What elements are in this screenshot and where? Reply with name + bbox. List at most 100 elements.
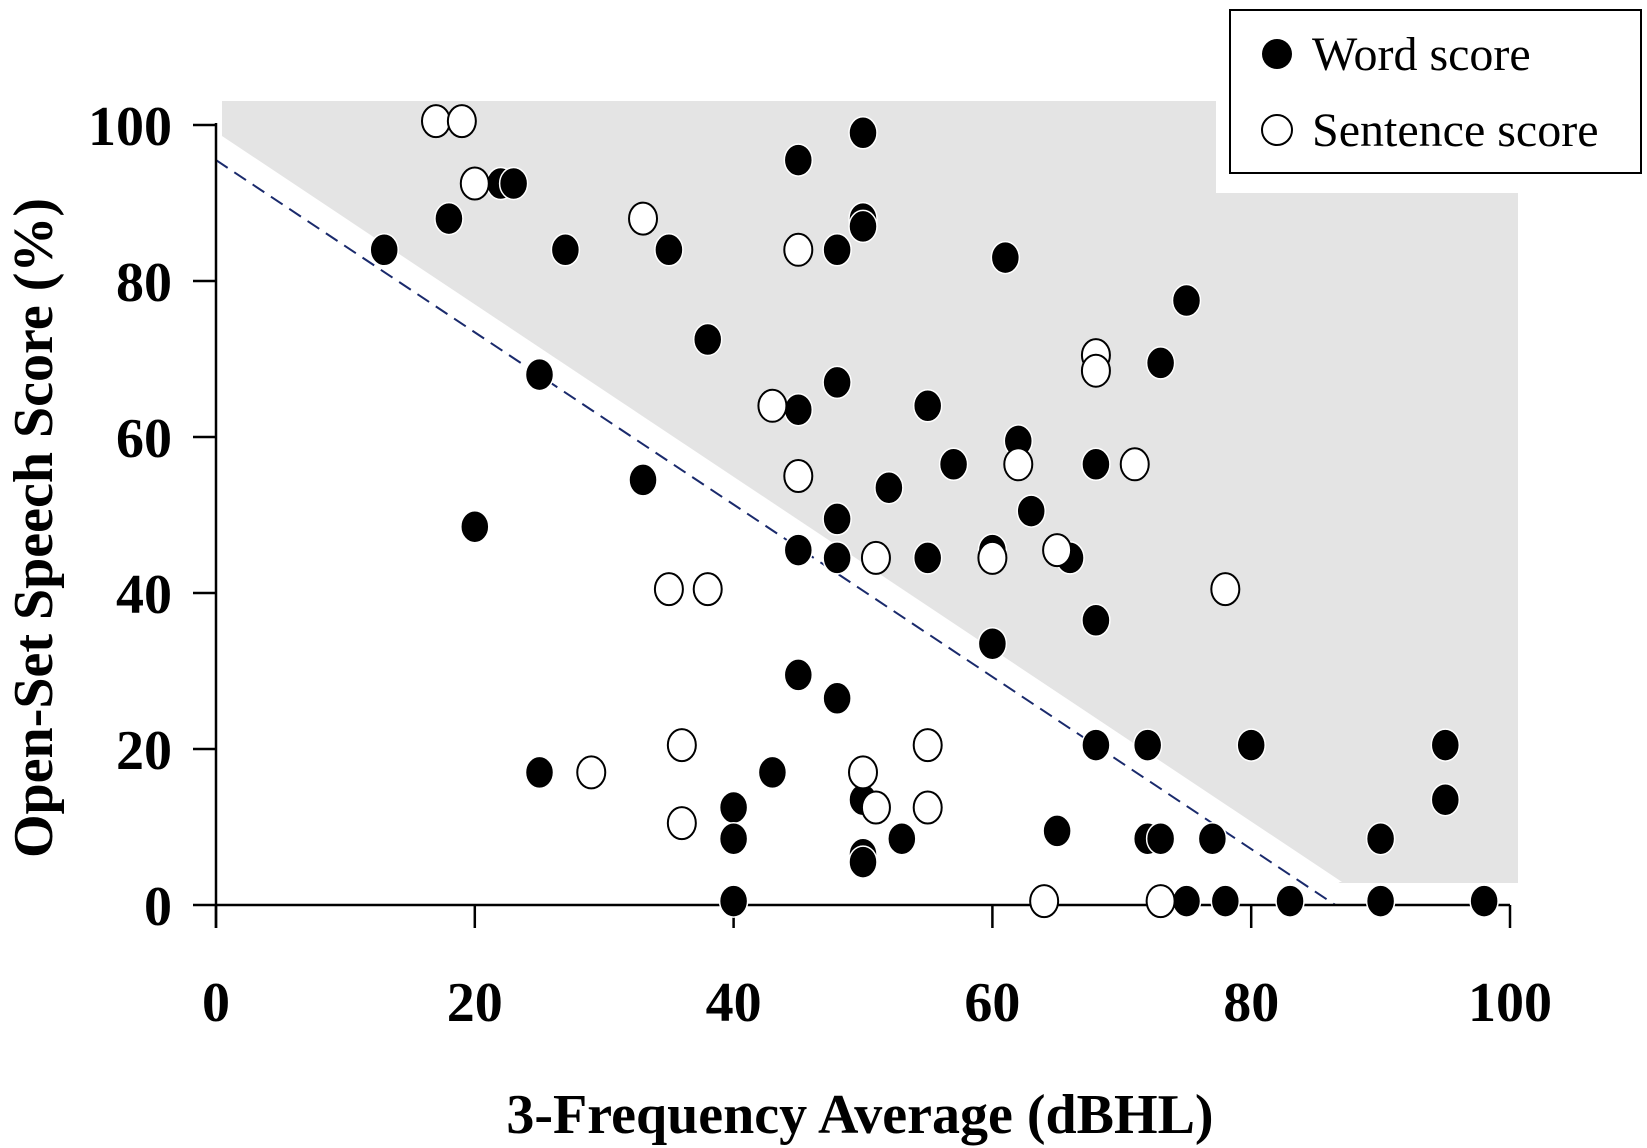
word-score-point [1275,884,1305,918]
word-score-point [977,626,1008,661]
word-score-point [1081,728,1111,762]
x-axis-title: 3-Frequency Average (dBHL) [506,1084,1213,1146]
word-score-point [498,166,529,201]
sentence-score-point [653,572,684,607]
word-score-point [990,240,1021,275]
sentence-score-point [757,388,788,423]
word-score-point [912,541,943,575]
word-score-point [1210,884,1241,918]
sentence-score-point [783,459,814,493]
word-score-point [524,755,555,790]
sentence-score-point [848,755,878,790]
shaded-area-edge [216,132,1342,882]
sentence-score-point [1119,447,1150,482]
word-score-point [912,389,943,423]
word-score-point [1145,346,1176,380]
y-tick-label: 40 [116,564,172,626]
sentence-score-point [1042,533,1073,568]
word-score-point [718,821,749,856]
word-score-point [822,233,852,267]
word-score-point [1132,728,1163,762]
word-score-point [434,201,464,236]
word-score-point [1430,782,1461,817]
word-score-point [718,790,749,825]
legend-sentence-label: Sentence score [1312,104,1599,157]
x-tick-label: 0 [202,972,230,1034]
sentence-score-point [977,540,1008,575]
reference-line-path [215,159,1336,906]
sentence-score-point [692,572,723,607]
reference-line [215,159,1336,906]
legend-box [1229,9,1642,174]
word-score-point [1081,603,1111,638]
word-score-point [887,821,917,856]
word-score-point [783,392,814,427]
word-score-point [822,541,852,575]
sentence-score-point [912,790,943,825]
word-score-point [1365,884,1396,918]
word-score-point [460,509,490,544]
word-score-point [822,681,852,716]
word-score-point [1145,821,1176,856]
sentence-score-point [459,166,490,201]
word-score-point [1430,728,1461,762]
word-score-point [1171,283,1202,318]
y-tick-label: 0 [144,876,172,938]
word-score-point [783,143,814,177]
y-tick-label: 100 [88,96,172,158]
sentence-score-point [628,201,659,236]
word-score-point [1197,821,1228,856]
word-score-point [822,365,852,400]
word-score-point [550,233,581,267]
sentence-score-point [860,790,891,825]
sentence-score-point [1210,572,1241,607]
sentence-score-point [1080,353,1111,388]
word-score-point [822,502,852,536]
sentence-score-point [912,728,943,763]
x-tick-label: 100 [1468,972,1552,1034]
word-score-point [1469,884,1499,918]
word-score-point [1016,494,1046,528]
sentence-score-point [666,728,697,763]
y-axis-title: Open-Set Speech Score (%) [3,198,65,858]
legend-word-label: Word score [1312,28,1531,81]
word-score-point [848,209,878,244]
sentence-score-point [1029,884,1060,919]
sentence-score-point [783,232,814,267]
word-score-point [848,845,878,879]
word-score-point [1171,884,1202,918]
x-tick-label: 20 [447,972,503,1034]
sentence-score-point [1145,884,1176,919]
word-score-point [783,533,814,567]
word-score-point [848,116,878,150]
x-tick-label: 60 [964,972,1020,1034]
word-score-point [1365,821,1396,856]
word-score-point [874,470,904,505]
word-score-point [1042,814,1072,848]
word-score-point [654,233,684,267]
x-tick-label: 80 [1223,972,1279,1034]
y-tick-label: 80 [116,252,172,314]
word-score-point [938,447,969,482]
sentence-score-point [666,806,697,841]
y-tick-label: 20 [116,720,172,782]
legend: Word score Sentence score [1229,9,1642,174]
word-score-point [692,322,723,357]
sentence-score-point [446,104,477,139]
sentence-score-point [576,755,607,790]
sentence-score-point [860,540,891,575]
word-score-point [718,884,749,918]
word-score-point [524,357,555,392]
legend-sentence-marker [1261,114,1293,146]
legend-word-marker [1262,39,1292,69]
word-score-point [757,755,788,790]
data-points [369,104,1499,919]
sentence-score-point [1003,447,1034,482]
word-score-point [1236,728,1266,762]
word-score-point [783,658,814,692]
word-score-point [369,233,399,267]
word-score-point [628,463,658,497]
axes: 0 20 40 60 80 100 0 20 40 60 80 100 [88,96,1552,1034]
y-tick-label: 60 [116,408,172,470]
